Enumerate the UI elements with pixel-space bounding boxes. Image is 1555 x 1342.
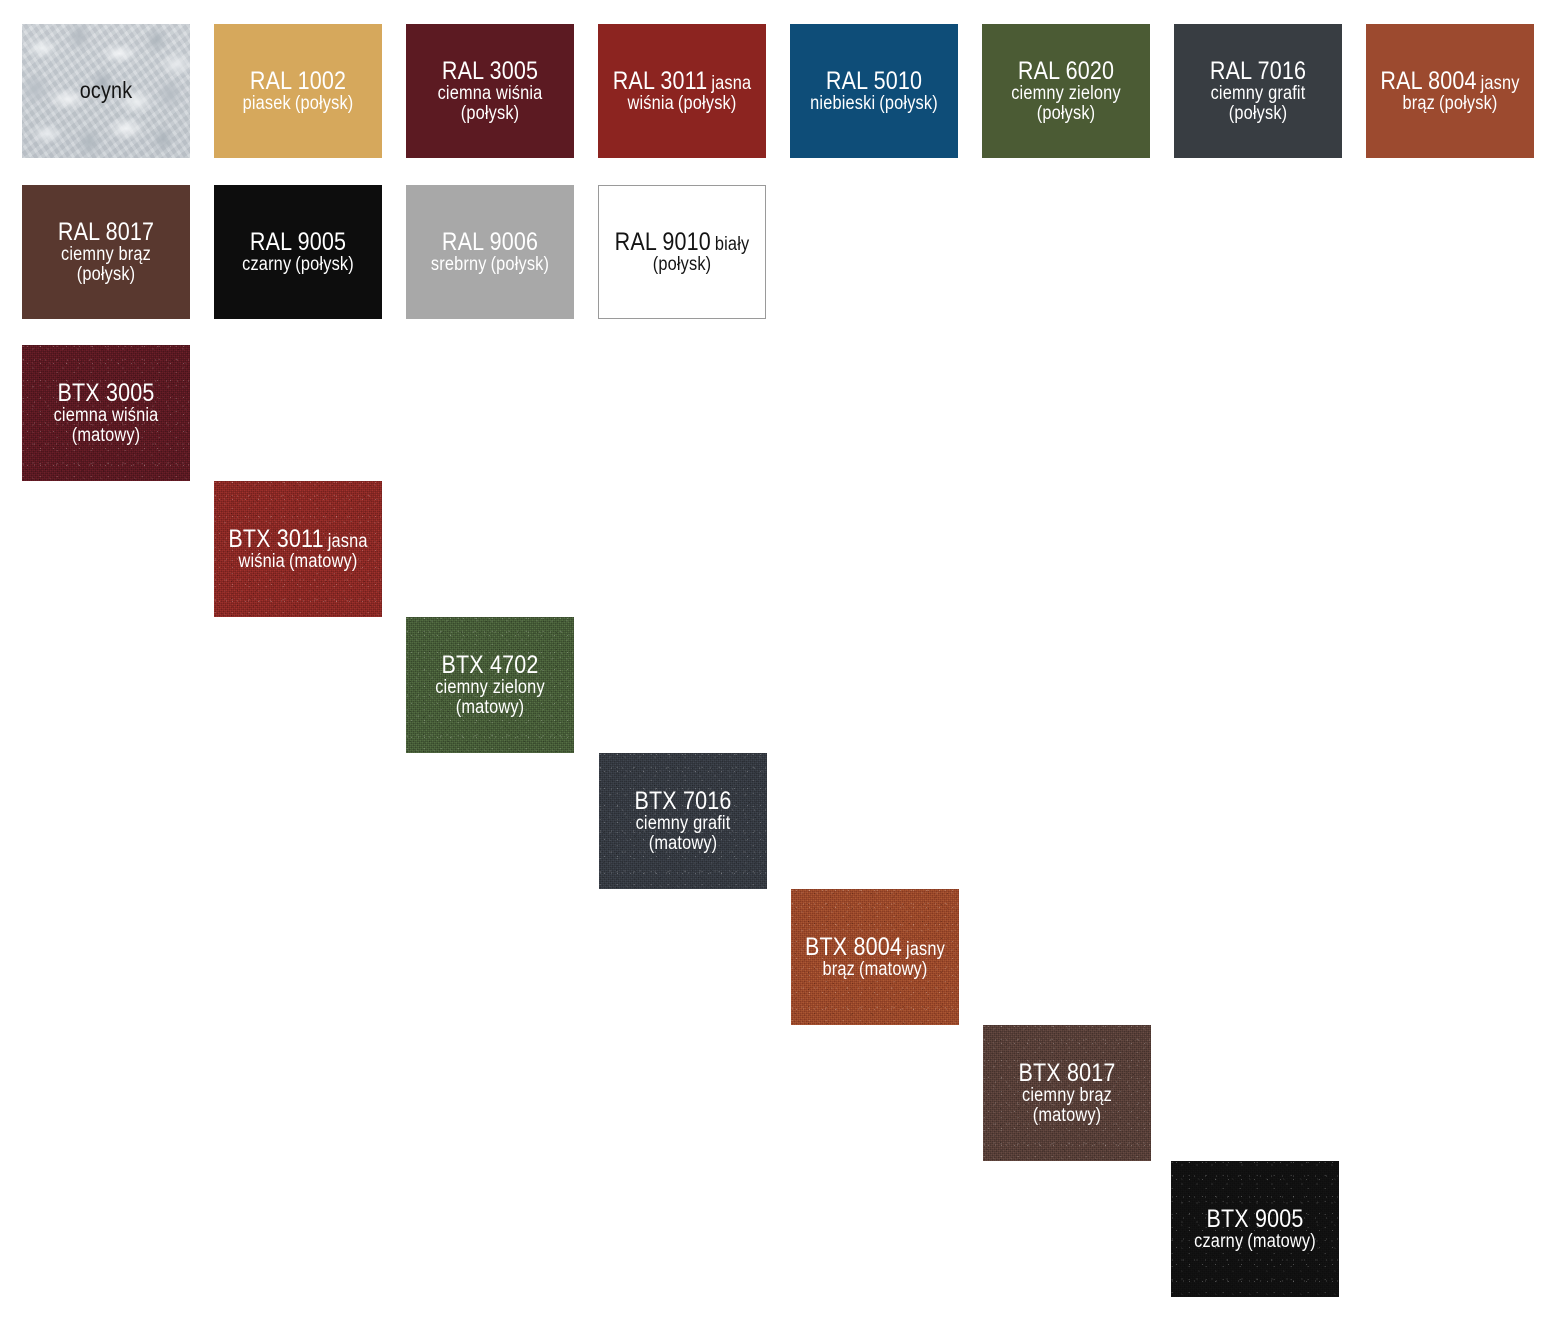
swatch-finish: (połysk) [677,93,737,115]
swatch-ral-7016[interactable]: RAL 7016 ciemny grafit (połysk) [1174,24,1342,158]
swatch-label: BTX 3011 jasna wiśnia (matowy) [226,526,370,572]
swatch-btx-9005[interactable]: BTX 9005 czarny (matowy) [1171,1161,1339,1297]
swatch-name: srebrny [430,254,487,276]
swatch-label: BTX 3005 ciemna wiśnia (matowy) [34,380,178,446]
swatch-ral-9005[interactable]: RAL 9005 czarny (połysk) [214,185,382,319]
swatch-code: RAL 1002 [249,67,347,96]
swatch-name: ciemny brąz [61,244,151,266]
swatch-ral-9006[interactable]: RAL 9006 srebrny (połysk) [406,185,574,319]
swatch-label: RAL 6020 ciemny zielony (połysk) [994,58,1138,124]
swatch-code: BTX 8017 [1018,1059,1116,1088]
swatch-label: RAL 8017 ciemny brąz (połysk) [34,219,178,285]
swatch-btx-7016[interactable]: BTX 7016 ciemny grafit (matowy) [599,753,767,889]
swatch-code: RAL 3005 [441,57,539,86]
swatch-name: jasny brąz [1402,73,1520,115]
swatch-label: RAL 9010 biały (połysk) [611,229,754,275]
swatch-name: ciemny grafit [635,813,731,835]
swatch-name: czarny [242,254,292,276]
swatch-btx-3005[interactable]: BTX 3005 ciemna wiśnia (matowy) [22,345,190,481]
swatch-name: piasek [242,93,291,115]
swatch-finish: (połysk) [295,254,354,276]
swatch-ral-6020[interactable]: RAL 6020 ciemny zielony (połysk) [982,24,1150,158]
swatch-label: RAL 3005 ciemna wiśnia (połysk) [418,58,562,124]
swatch-code: BTX 3011 [228,525,324,554]
swatch-code: BTX 8004 [804,933,902,962]
swatch-name: ciemny zielony [435,677,545,699]
swatch-finish: (połysk) [879,93,938,115]
swatch-finish: (matowy) [1247,1231,1316,1253]
swatch-code: RAL 8004 [1380,67,1477,96]
swatch-code: RAL 8017 [57,218,155,247]
swatch-label: ocynk [34,77,178,104]
swatch-name: niebieski [810,93,876,115]
swatch-name: ciemny grafit [1210,83,1306,105]
swatch-finish: (matowy) [455,697,525,718]
swatch-code: BTX 9005 [1206,1205,1304,1234]
swatch-finish: (połysk) [294,93,354,115]
swatch-btx-4702[interactable]: BTX 4702 ciemny zielony (matowy) [406,617,574,753]
swatch-ral-9010[interactable]: RAL 9010 biały (połysk) [598,185,766,319]
swatch-name: ciemny zielony [1011,83,1121,105]
swatch-finish: (połysk) [490,254,550,276]
swatch-ral-1002[interactable]: RAL 1002 piasek (połysk) [214,24,382,158]
swatch-name: jasna wiśnia [238,531,368,573]
swatch-label: BTX 4702 ciemny zielony (matowy) [418,652,562,718]
swatch-finish: (połysk) [1228,103,1288,124]
swatch-finish: (matowy) [288,551,358,573]
swatch-label: RAL 9006 srebrny (połysk) [418,229,562,275]
swatch-label: BTX 7016 ciemny grafit (matowy) [611,788,755,854]
swatch-finish: (połysk) [1036,103,1096,124]
swatch-finish: (połysk) [1438,93,1498,115]
swatch-name: ciemna wiśnia [53,405,159,427]
swatch-label: BTX 8004 jasny brąz (matowy) [803,934,947,980]
swatch-name: ciemna wiśnia [437,83,543,105]
swatch-label: RAL 9005 czarny (połysk) [226,229,370,275]
swatch-code: BTX 7016 [634,787,732,816]
swatch-name: ciemny brąz [1022,1085,1112,1107]
swatch-code: BTX 4702 [441,651,539,680]
swatch-btx-8017[interactable]: BTX 8017 ciemny brąz (matowy) [983,1025,1151,1161]
swatch-code: RAL 9005 [249,228,347,257]
swatch-code: RAL 7016 [1209,57,1307,86]
swatch-name: jasna wiśnia [627,73,752,115]
swatch-ral-5010[interactable]: RAL 5010 niebieski (połysk) [790,24,958,158]
color-palette: ocynk RAL 1002 piasek (połysk) RAL 3005 … [22,24,1534,1297]
swatch-label: RAL 3011 jasna wiśnia (połysk) [610,68,754,114]
swatch-label: RAL 7016 ciemny grafit (połysk) [1186,58,1330,124]
swatch-code: RAL 6020 [1017,57,1115,86]
swatch-finish: (matowy) [648,833,718,854]
swatch-label: RAL 8004 jasny brąz (połysk) [1378,68,1522,114]
swatch-finish: (połysk) [460,103,520,124]
swatch-finish: (matowy) [1032,1105,1102,1126]
swatch-name: biały [714,234,750,256]
swatch-name: czarny [1194,1231,1244,1253]
swatch-btx-3011[interactable]: BTX 3011 jasna wiśnia (matowy) [214,481,382,617]
swatch-finish: (matowy) [858,959,928,981]
swatch-finish: (matowy) [71,425,141,446]
swatch-label: BTX 8017 ciemny brąz (matowy) [995,1060,1139,1126]
swatch-ral-3005[interactable]: RAL 3005 ciemna wiśnia (połysk) [406,24,574,158]
swatch-ral-8004[interactable]: RAL 8004 jasny brąz (połysk) [1366,24,1534,158]
swatch-code: RAL 3011 [612,67,708,96]
swatch-code: RAL 9010 [614,228,711,257]
swatch-code: ocynk [79,77,133,104]
swatch-btx-8004[interactable]: BTX 8004 jasny brąz (matowy) [791,889,959,1025]
swatch-finish: (połysk) [652,254,712,276]
swatch-ocynk[interactable]: ocynk [22,24,190,158]
swatch-code: RAL 9006 [441,228,539,257]
swatch-finish: (połysk) [76,264,136,285]
swatch-label: BTX 9005 czarny (matowy) [1183,1206,1327,1252]
swatch-code: BTX 3005 [57,379,155,408]
swatch-code: RAL 5010 [825,67,923,96]
swatch-label: RAL 1002 piasek (połysk) [226,68,370,114]
swatch-label: RAL 5010 niebieski (połysk) [802,68,946,114]
swatch-ral-3011[interactable]: RAL 3011 jasna wiśnia (połysk) [598,24,766,158]
swatch-ral-8017[interactable]: RAL 8017 ciemny brąz (połysk) [22,185,190,319]
